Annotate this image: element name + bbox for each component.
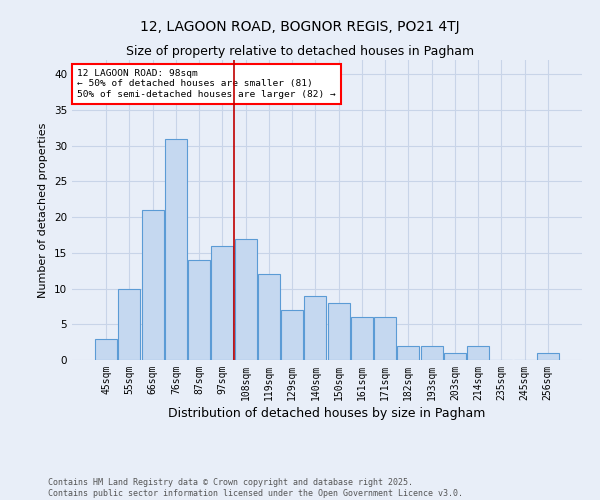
Bar	[258, 274, 280, 360]
Bar	[118, 288, 140, 360]
Bar	[95, 338, 117, 360]
Bar	[211, 246, 233, 360]
Bar	[165, 138, 187, 360]
Bar	[281, 310, 303, 360]
Bar	[444, 353, 466, 360]
Y-axis label: Number of detached properties: Number of detached properties	[38, 122, 49, 298]
Bar	[421, 346, 443, 360]
Bar	[397, 346, 419, 360]
Text: Contains HM Land Registry data © Crown copyright and database right 2025.
Contai: Contains HM Land Registry data © Crown c…	[48, 478, 463, 498]
Text: Size of property relative to detached houses in Pagham: Size of property relative to detached ho…	[126, 45, 474, 58]
Bar	[304, 296, 326, 360]
X-axis label: Distribution of detached houses by size in Pagham: Distribution of detached houses by size …	[169, 407, 485, 420]
Bar	[374, 317, 396, 360]
Text: 12, LAGOON ROAD, BOGNOR REGIS, PO21 4TJ: 12, LAGOON ROAD, BOGNOR REGIS, PO21 4TJ	[140, 20, 460, 34]
Bar	[328, 303, 350, 360]
Text: 12 LAGOON ROAD: 98sqm
← 50% of detached houses are smaller (81)
50% of semi-deta: 12 LAGOON ROAD: 98sqm ← 50% of detached …	[77, 69, 336, 99]
Bar	[188, 260, 210, 360]
Bar	[351, 317, 373, 360]
Bar	[142, 210, 164, 360]
Bar	[235, 238, 257, 360]
Bar	[467, 346, 489, 360]
Bar	[537, 353, 559, 360]
